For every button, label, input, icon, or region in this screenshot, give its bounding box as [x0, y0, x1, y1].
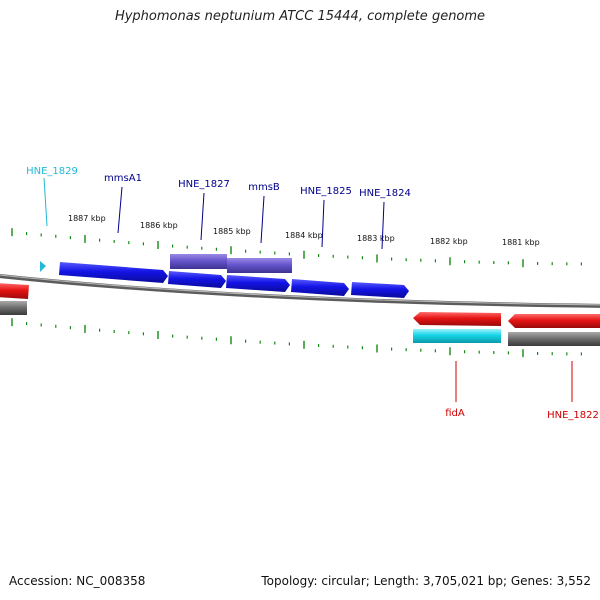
label-hne1824[interactable]: HNE_1824	[359, 188, 411, 199]
label-hne1822[interactable]: HNE_1822	[547, 410, 599, 421]
label-hne1827[interactable]: HNE_1827	[178, 179, 230, 190]
gene-hne1822-grey[interactable]	[508, 332, 600, 346]
genome-backbone-highlight	[0, 274, 600, 306]
scale-label-1887: 1887 kbp	[68, 214, 106, 223]
gene-hne1829-arrow[interactable]	[40, 261, 46, 272]
gene-hne1827-highlight[interactable]	[170, 254, 227, 269]
scale-label-1886: 1886 kbp	[140, 221, 178, 230]
gene-mmsA1[interactable]	[59, 262, 168, 283]
leader-mmsb	[260, 195, 265, 244]
label-mmsb[interactable]: mmsB	[248, 182, 280, 193]
label-mmsa1[interactable]: mmsA1	[104, 173, 142, 184]
gene-fida[interactable]	[413, 312, 501, 326]
leader-hne1829	[43, 177, 48, 227]
scale-label-1883: 1883 kbp	[357, 234, 395, 243]
label-fida[interactable]: fidA	[445, 408, 465, 419]
inner-tick-ring	[11, 318, 583, 358]
leader-mmsa1	[117, 186, 123, 234]
label-hne1825[interactable]: HNE_1825	[300, 186, 352, 197]
scale-label-1881: 1881 kbp	[502, 238, 540, 247]
map-title: Hyphomonas neptunium ATCC 15444, complet…	[114, 9, 486, 24]
leader-hne1827	[200, 192, 205, 241]
gene-left-grey[interactable]	[0, 301, 27, 315]
scale-label-1882: 1882 kbp	[430, 237, 468, 246]
gene-hne1825[interactable]	[291, 279, 349, 296]
gene-mmsb[interactable]	[226, 275, 290, 292]
scale-label-1885: 1885 kbp	[213, 227, 251, 236]
accession-text: Accession: NC_008358	[9, 574, 146, 588]
label-hne1829[interactable]: HNE_1829	[26, 166, 78, 177]
genome-backbone	[0, 274, 600, 308]
leader-hne1825	[321, 199, 325, 248]
gene-fida-cyan[interactable]	[413, 329, 501, 343]
leader-hne1824	[381, 201, 385, 250]
gene-hne1822[interactable]	[508, 314, 600, 328]
outer-tick-ring	[11, 228, 583, 268]
gene-left-reverse[interactable]	[0, 283, 29, 299]
scale-label-1884: 1884 kbp	[285, 231, 323, 240]
gene-hne1827[interactable]	[168, 271, 226, 288]
gene-mmsb-highlight[interactable]	[227, 258, 292, 273]
genome-stats-text: Topology: circular; Length: 3,705,021 bp…	[261, 574, 591, 588]
gene-hne1824[interactable]	[351, 282, 409, 298]
